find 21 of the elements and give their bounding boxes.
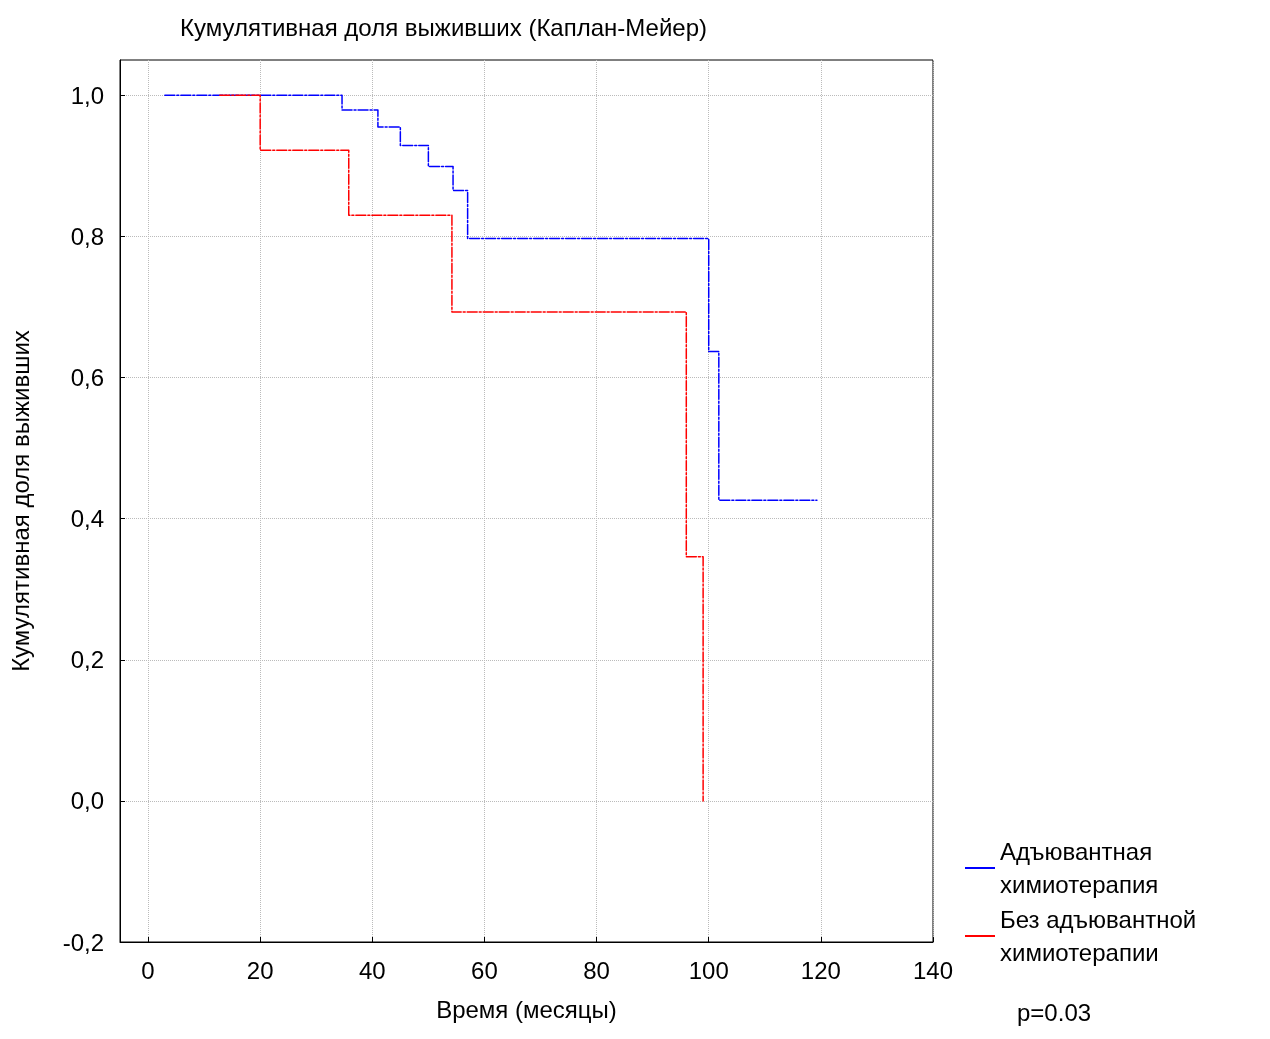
x-axis-title: Время (месяцы) bbox=[436, 995, 617, 1023]
x-tick-label: 120 bbox=[800, 956, 841, 984]
x-tick-label: 20 bbox=[246, 956, 274, 984]
y-tick-label: 0,8 bbox=[70, 222, 104, 250]
y-tick-label: 1,0 bbox=[70, 81, 104, 109]
y-tick-label: 0,6 bbox=[70, 364, 104, 392]
legend-label: Адъювантная химиотерапия bbox=[1000, 838, 1159, 898]
y-tick-label: 0,0 bbox=[70, 787, 104, 815]
y-axis-title: Кумулятивная доля выживших bbox=[6, 330, 34, 672]
y-tick-label: 0,4 bbox=[70, 505, 104, 533]
x-tick-label: 0 bbox=[141, 956, 155, 984]
text: p=0.03 bbox=[1017, 998, 1092, 1026]
chart-title: Кумулятивная доля выживших (Каплан-Мейер) bbox=[180, 13, 708, 41]
x-tick-label: 100 bbox=[688, 956, 729, 984]
y-tick-label: -0,2 bbox=[62, 928, 104, 956]
x-tick-label: 60 bbox=[471, 956, 498, 984]
x-tick-label: 40 bbox=[358, 956, 386, 984]
legend-label: Без адъювантной химиотерапии bbox=[1000, 906, 1197, 966]
x-tick-label: 80 bbox=[583, 956, 610, 984]
y-tick-label: 0,2 bbox=[70, 646, 104, 674]
x-tick-label: 140 bbox=[912, 956, 954, 984]
